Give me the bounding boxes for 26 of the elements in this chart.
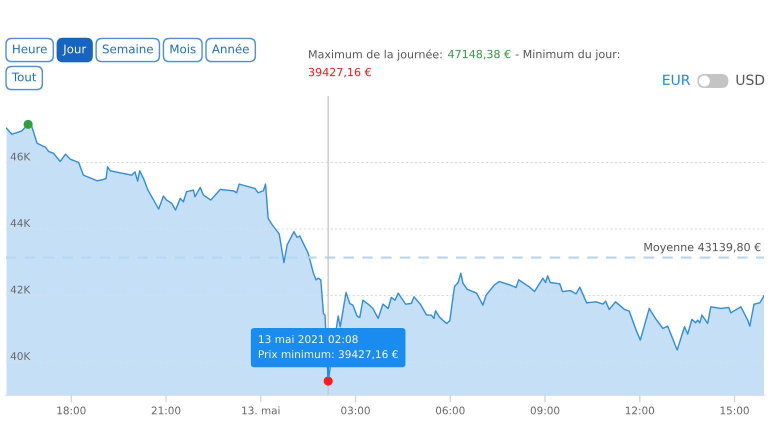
x-tick-label: 13. mai <box>242 406 280 414</box>
text: 47148,38 € <box>448 50 510 60</box>
text: 39427,16 € <box>308 68 371 78</box>
y-tick-label: 44K <box>10 219 30 227</box>
text: Année <box>212 44 249 54</box>
x-tick-label: 21:00 <box>152 406 180 414</box>
text: Heure <box>13 44 47 54</box>
y-tick-label: 42K <box>10 286 30 294</box>
text: EUR <box>663 74 690 86</box>
x-tick-label: 09:00 <box>530 406 560 414</box>
y-tick-label: 40K <box>10 352 30 360</box>
y-tick-label: 46K <box>10 152 30 160</box>
text: - Minimum du jour: <box>516 50 620 60</box>
x-tick-label: 06:00 <box>436 406 465 414</box>
x-tick-label: 15:00 <box>720 406 749 414</box>
annotation: 13 mai 2021 02:08 Prix minimum: 39427,16 € <box>258 334 398 360</box>
text: Tout <box>12 72 36 82</box>
x-tick-label: 12:00 <box>626 406 654 414</box>
text: Mois <box>170 44 196 54</box>
text: USD <box>736 74 764 86</box>
text: Maximum de la journée: <box>309 49 442 61</box>
x-tick-label: 18:00 <box>57 406 86 414</box>
ref-line-label: Moyenne 43139,80 € <box>644 242 760 254</box>
x-tick-label: 03:00 <box>341 406 370 414</box>
text: Semaine <box>102 44 153 54</box>
text: Jour <box>62 44 86 56</box>
